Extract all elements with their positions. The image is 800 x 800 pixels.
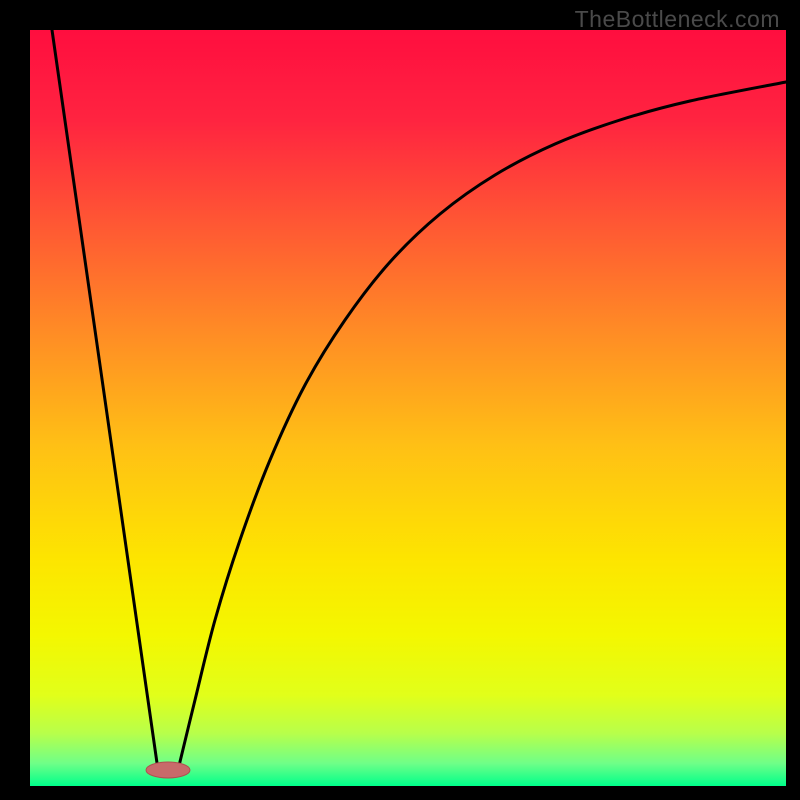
bottleneck-chart — [0, 0, 800, 800]
watermark-text: TheBottleneck.com — [575, 6, 780, 33]
chart-container: TheBottleneck.com — [0, 0, 800, 800]
optimal-marker — [146, 762, 190, 778]
